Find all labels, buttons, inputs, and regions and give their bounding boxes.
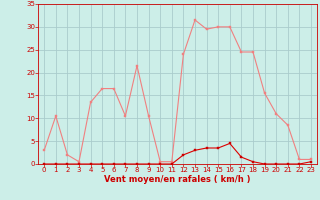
X-axis label: Vent moyen/en rafales ( km/h ): Vent moyen/en rafales ( km/h ) [104,175,251,184]
